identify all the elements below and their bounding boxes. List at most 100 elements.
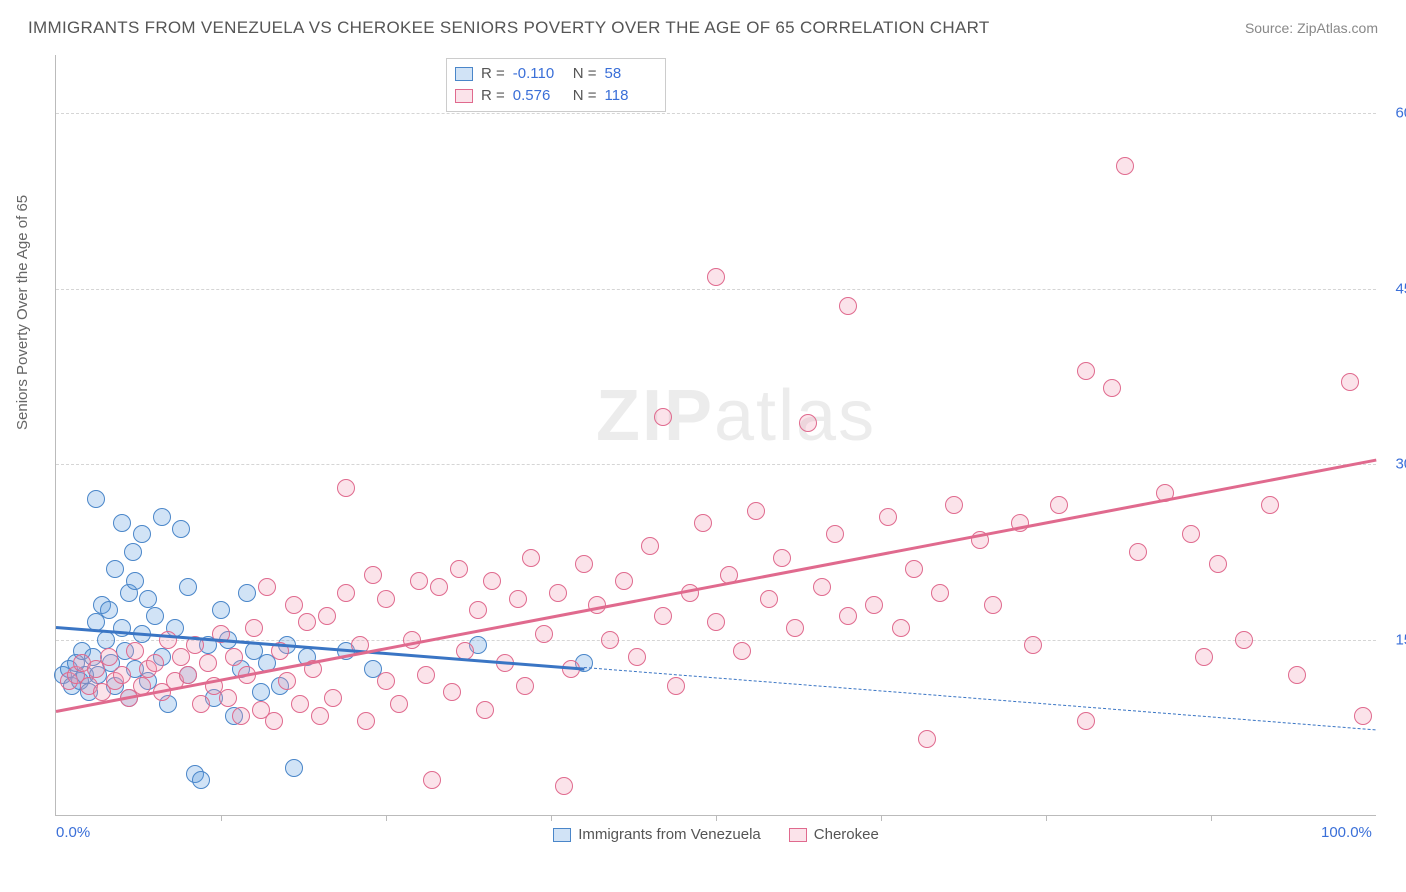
series-legend-0: Immigrants from Venezuela xyxy=(553,826,761,843)
data-point xyxy=(1209,555,1227,573)
data-point xyxy=(179,666,197,684)
data-point xyxy=(298,613,316,631)
scatter-plot: ZIPatlas R = -0.110 N = 58 R = 0.576 N =… xyxy=(55,55,1376,816)
data-point xyxy=(159,631,177,649)
data-point xyxy=(786,619,804,637)
data-point xyxy=(285,596,303,614)
swatch-series-1-icon xyxy=(789,828,807,842)
data-point xyxy=(199,654,217,672)
data-point xyxy=(555,777,573,795)
y-tick-label: 45.0% xyxy=(1395,280,1406,297)
gridline xyxy=(56,289,1376,290)
data-point xyxy=(839,607,857,625)
data-point xyxy=(258,578,276,596)
data-point xyxy=(100,601,118,619)
series-legend: Immigrants from Venezuela Cherokee xyxy=(56,826,1376,843)
data-point xyxy=(410,572,428,590)
data-point xyxy=(733,642,751,660)
data-point xyxy=(535,625,553,643)
data-point xyxy=(1103,379,1121,397)
data-point xyxy=(509,590,527,608)
swatch-series-0 xyxy=(455,67,473,81)
data-point xyxy=(654,408,672,426)
chart-title: IMMIGRANTS FROM VENEZUELA VS CHEROKEE SE… xyxy=(28,18,990,38)
data-point xyxy=(615,572,633,590)
data-point xyxy=(278,672,296,690)
data-point xyxy=(113,666,131,684)
data-point xyxy=(324,689,342,707)
data-point xyxy=(1235,631,1253,649)
data-point xyxy=(126,572,144,590)
data-point xyxy=(106,560,124,578)
data-point xyxy=(1077,362,1095,380)
data-point xyxy=(1077,712,1095,730)
data-point xyxy=(839,297,857,315)
data-point xyxy=(892,619,910,637)
x-minor-tick xyxy=(1211,815,1212,821)
gridline xyxy=(56,113,1376,114)
stats-row-1: R = 0.576 N = 118 xyxy=(455,85,657,107)
y-tick-label: 30.0% xyxy=(1395,456,1406,473)
data-point xyxy=(146,654,164,672)
data-point xyxy=(773,549,791,567)
x-minor-tick xyxy=(221,815,222,821)
data-point xyxy=(252,683,270,701)
data-point xyxy=(179,578,197,596)
data-point xyxy=(549,584,567,602)
data-point xyxy=(139,590,157,608)
data-point xyxy=(707,268,725,286)
data-point xyxy=(417,666,435,684)
data-point xyxy=(1116,157,1134,175)
data-point xyxy=(826,525,844,543)
data-point xyxy=(225,648,243,666)
x-minor-tick xyxy=(716,815,717,821)
data-point xyxy=(1195,648,1213,666)
y-axis-label: Seniors Poverty Over the Age of 65 xyxy=(14,195,31,430)
data-point xyxy=(905,560,923,578)
x-minor-tick xyxy=(881,815,882,821)
data-point xyxy=(291,695,309,713)
data-point xyxy=(1050,496,1068,514)
data-point xyxy=(146,607,164,625)
data-point xyxy=(113,514,131,532)
data-point xyxy=(601,631,619,649)
data-point xyxy=(124,543,142,561)
gridline xyxy=(56,464,1376,465)
data-point xyxy=(641,537,659,555)
data-point xyxy=(430,578,448,596)
data-point xyxy=(192,695,210,713)
data-point xyxy=(483,572,501,590)
data-point xyxy=(931,584,949,602)
y-tick-label: 60.0% xyxy=(1395,105,1406,122)
data-point xyxy=(469,601,487,619)
swatch-series-0-icon xyxy=(553,828,571,842)
data-point xyxy=(707,613,725,631)
data-point xyxy=(1288,666,1306,684)
data-point xyxy=(377,590,395,608)
swatch-series-1 xyxy=(455,89,473,103)
data-point xyxy=(575,555,593,573)
stats-legend: R = -0.110 N = 58 R = 0.576 N = 118 xyxy=(446,58,666,112)
data-point xyxy=(100,648,118,666)
watermark: ZIPatlas xyxy=(596,375,876,457)
data-point xyxy=(87,490,105,508)
data-point xyxy=(318,607,336,625)
data-point xyxy=(667,677,685,695)
data-point xyxy=(219,689,237,707)
data-point xyxy=(476,701,494,719)
data-point xyxy=(694,514,712,532)
y-tick-label: 15.0% xyxy=(1395,631,1406,648)
trend-line xyxy=(584,667,1376,730)
data-point xyxy=(311,707,329,725)
data-point xyxy=(337,584,355,602)
data-point xyxy=(813,578,831,596)
data-point xyxy=(126,642,144,660)
data-point xyxy=(865,596,883,614)
data-point xyxy=(357,712,375,730)
data-point xyxy=(245,619,263,637)
data-point xyxy=(337,479,355,497)
data-point xyxy=(516,677,534,695)
gridline xyxy=(56,640,1376,641)
data-point xyxy=(654,607,672,625)
data-point xyxy=(1182,525,1200,543)
